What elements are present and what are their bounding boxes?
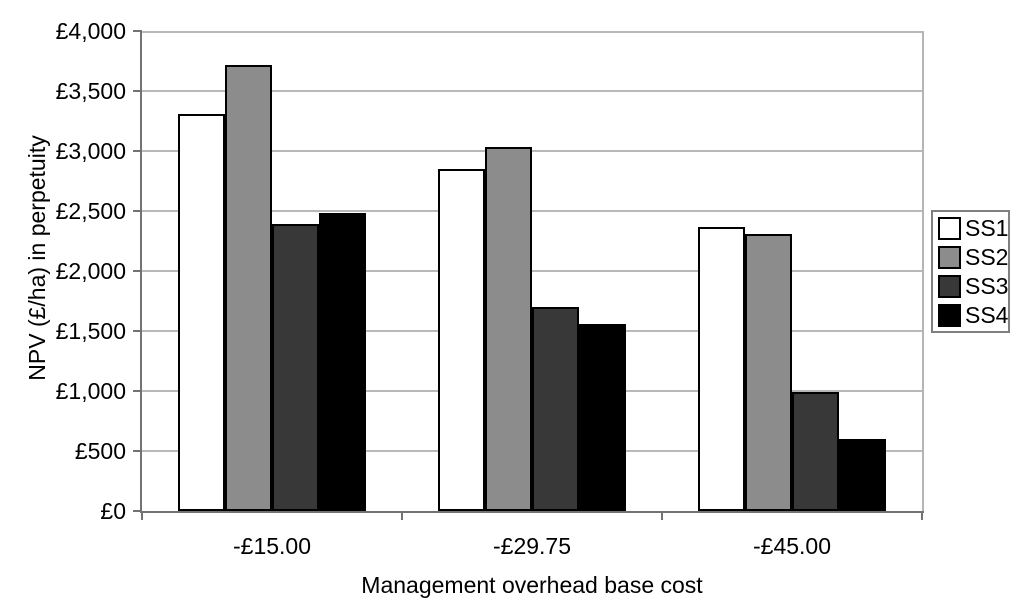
legend-item-ss3: SS3 [938,273,1008,299]
y-tick-mark [133,30,142,32]
y-tick-mark [133,270,142,272]
legend-label: SS2 [965,244,1009,270]
legend-label: SS4 [965,302,1009,328]
bar-ss2-cat0 [225,65,272,511]
x-category-label: -£45.00 [752,533,832,559]
bar-ss2-cat1 [485,147,532,511]
y-tick-label: £3,500 [55,78,126,104]
gridline [142,31,922,33]
y-tick-label: £1,000 [55,378,126,404]
bar-ss3-cat2 [792,392,839,511]
legend-item-ss2: SS2 [938,244,1008,270]
bar-ss1-cat1 [438,169,485,511]
y-tick-mark [133,90,142,92]
y-tick-mark [133,450,142,452]
bar-ss3-cat0 [272,224,319,511]
legend-swatch-ss1 [938,216,961,240]
y-tick-label: £1,500 [55,318,126,344]
y-axis-line [140,31,142,513]
y-tick-mark [133,150,142,152]
bar-ss1-cat0 [178,114,225,511]
y-tick-label: £2,000 [55,258,126,284]
bar-ss3-cat1 [532,307,579,511]
legend-label: SS3 [965,273,1009,299]
x-tick-mark [401,513,403,520]
legend-swatch-ss2 [938,245,961,269]
x-axis-line [140,511,924,513]
legend-item-ss1: SS1 [938,215,1008,241]
bar-ss4-cat2 [839,439,886,511]
y-tick-mark [133,210,142,212]
y-tick-label: £4,000 [55,18,126,44]
bar-ss2-cat2 [745,234,792,511]
legend-swatch-ss4 [938,303,961,327]
y-tick-label: £500 [74,438,126,464]
plot-area [142,31,924,511]
legend-item-ss4: SS4 [938,302,1008,328]
legend: SS1 SS2 SS3 SS4 [931,210,1010,333]
gridline [142,210,922,212]
bar-ss4-cat1 [579,324,626,511]
x-axis-title: Management overhead base cost [361,572,703,598]
x-tick-mark [661,513,663,520]
y-tick-label: £0 [100,498,126,524]
x-category-label: -£29.75 [492,533,572,559]
y-tick-label: £2,500 [55,198,126,224]
x-tick-mark [921,513,923,520]
gridline [142,90,922,92]
legend-label: SS1 [965,215,1009,241]
y-tick-label: £3,000 [55,138,126,164]
y-tick-mark [133,330,142,332]
y-tick-mark [133,510,142,512]
bar-ss4-cat0 [319,213,366,511]
bar-ss1-cat2 [698,227,745,511]
gridline [142,150,922,152]
x-category-label: -£15.00 [232,533,312,559]
legend-swatch-ss3 [938,274,961,298]
y-tick-mark [133,390,142,392]
gridline [142,270,922,272]
x-tick-mark [141,513,143,520]
